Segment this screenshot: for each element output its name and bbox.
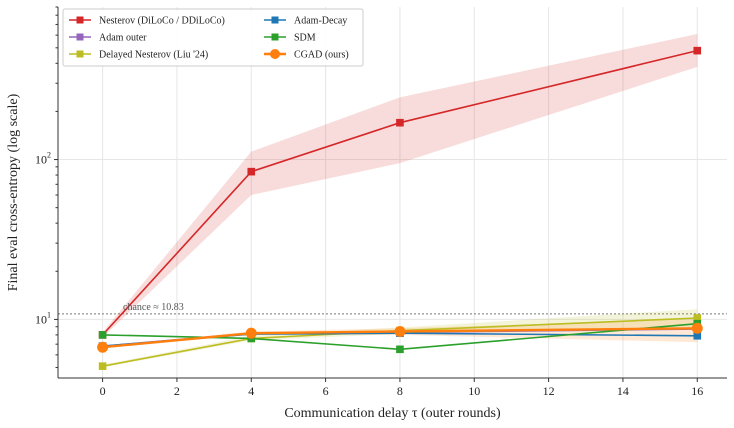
legend-swatch-marker	[76, 16, 84, 24]
y-axis-ticks: 101 102	[35, 6, 58, 369]
grid	[58, 7, 727, 378]
legend-swatch-marker	[76, 33, 84, 41]
x-tick-label: 10	[468, 384, 480, 398]
line-Nesterov (DiLoCo / DDiLoCo)	[102, 49, 698, 336]
line-Delayed Nesterov (Liu '24)	[102, 317, 698, 367]
line-CGAD (ours)	[102, 327, 698, 349]
point-Adam-Decay	[693, 331, 702, 340]
x-tick-label: 6	[323, 384, 329, 398]
point-Nesterov (DiLoCo / DDiLoCo)	[247, 167, 256, 176]
line-SDM	[102, 322, 698, 351]
legend-entry-label: SDM	[294, 33, 316, 44]
point-SDM	[98, 331, 107, 339]
point-CGAD (ours)	[394, 326, 406, 338]
x-tick-label: 0	[100, 384, 106, 398]
y-tick-label: 101	[35, 310, 51, 326]
axes	[57, 7, 727, 379]
x-tick-label: 2	[174, 384, 180, 398]
point-Delayed Nesterov (Liu '24)	[693, 314, 702, 322]
point-CGAD (ours)	[245, 327, 257, 339]
point-CGAD (ours)	[691, 322, 703, 334]
chance-label: chance ≈ 10.83	[123, 302, 184, 313]
point-Delayed Nesterov (Liu '24)	[98, 362, 107, 370]
legend-entry-label: Nesterov (DiLoCo / DDiLoCo)	[99, 16, 225, 27]
legend-entry-label: CGAD (ours)	[294, 50, 349, 61]
x-axis-label: Communication delay τ (outer rounds)	[284, 406, 501, 421]
x-tick-label: 16	[691, 384, 703, 398]
y-tick-label: 102	[35, 151, 51, 167]
y-axis-label: Final eval cross-entropy (log scale)	[6, 93, 21, 291]
legend-swatch-marker	[271, 16, 279, 24]
series-lines	[97, 46, 703, 370]
x-tick-label: 12	[543, 384, 555, 398]
x-tick-label: 14	[617, 384, 629, 398]
legend-entry-label: Adam-Decay	[294, 16, 347, 27]
legend: Nesterov (DiLoCo / DDiLoCo) Adam outer Del…	[62, 8, 364, 67]
x-axis-ticks: 0 2 4 6 8 10 12 14 16	[100, 378, 703, 398]
x-tick-label: 4	[248, 384, 254, 398]
point-SDM	[396, 345, 404, 354]
legend-box	[62, 8, 364, 67]
legend-swatch-marker	[271, 33, 279, 41]
point-Nesterov (DiLoCo / DDiLoCo)	[396, 118, 404, 127]
legend-entry-label: Delayed Nesterov (Liu '24)	[99, 50, 208, 61]
x-tick-label: 8	[397, 384, 403, 398]
point-Nesterov (DiLoCo / DDiLoCo)	[693, 46, 702, 55]
band-Nesterov (DiLoCo / DDiLoCo)	[102, 34, 698, 338]
point-CGAD (ours)	[97, 341, 109, 353]
legend-swatch-marker	[270, 49, 280, 59]
legend-swatch-marker	[76, 50, 84, 58]
legend-entry-label: Adam outer	[99, 33, 147, 44]
